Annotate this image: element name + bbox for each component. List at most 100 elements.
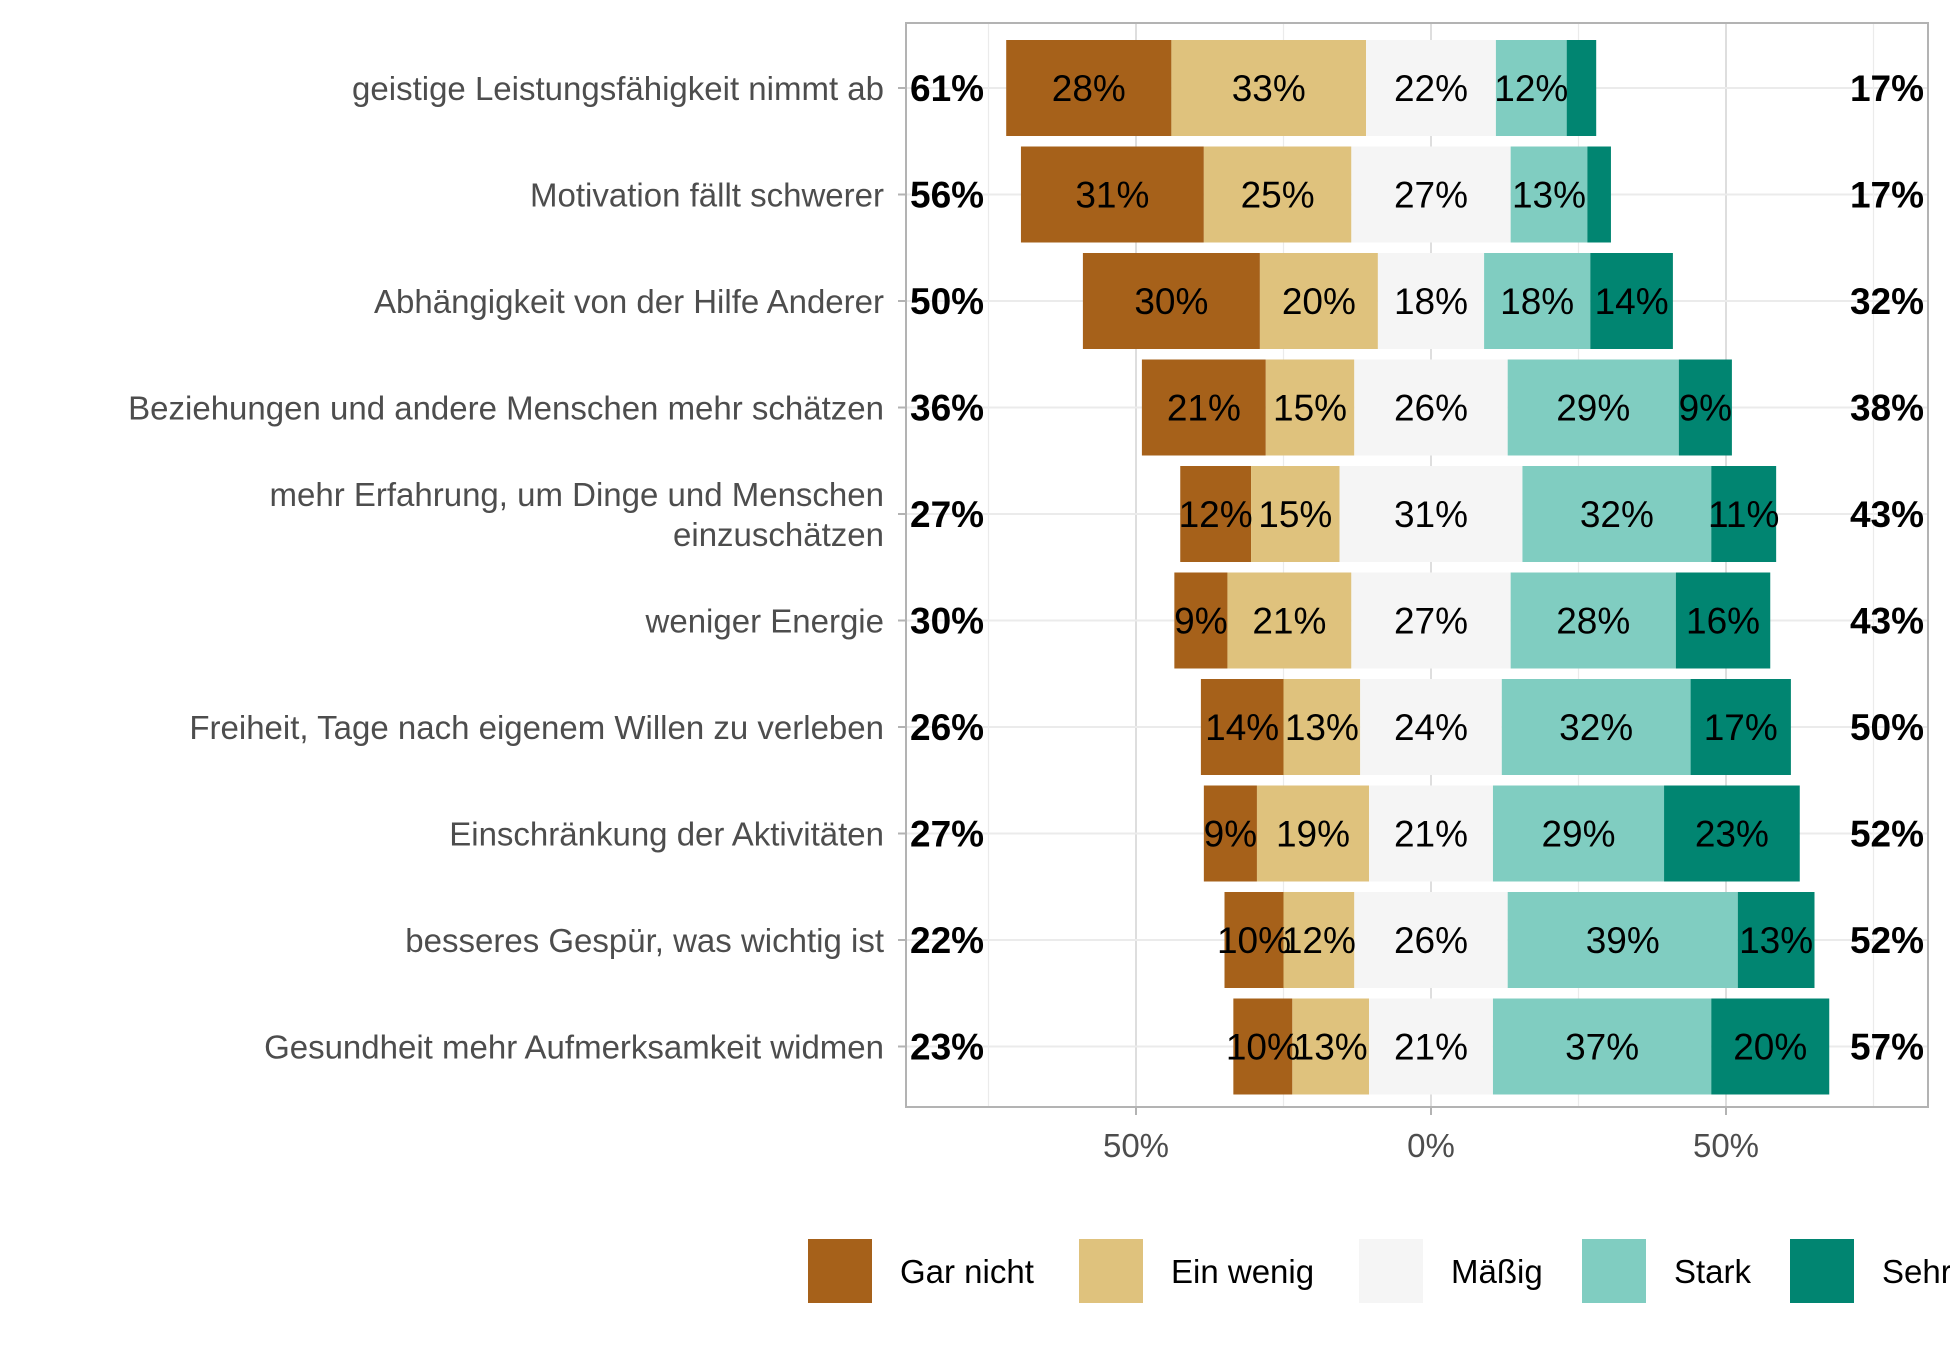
low-total-label: 27% <box>910 814 984 855</box>
segment-label: 15% <box>1273 388 1347 429</box>
segment-label: 14% <box>1595 281 1669 322</box>
category-label: Gesundheit mehr Aufmerksamkeit widmen <box>264 1029 884 1066</box>
category-label: besseres Gespür, was wichtig ist <box>405 922 884 959</box>
bar-segment <box>1256 785 1370 882</box>
high-total-label: 52% <box>1850 814 1924 855</box>
category-label: Abhängigkeit von der Hilfe Anderer <box>374 283 884 320</box>
bar-segment <box>1484 253 1591 349</box>
segment-label: 26% <box>1394 920 1468 961</box>
x-axis: 50% 0% 50% <box>1103 1107 1759 1164</box>
category-label: mehr Erfahrung, um Dinge und Menschen <box>270 476 885 513</box>
low-total-label: 27% <box>910 494 984 535</box>
legend-key <box>1790 1239 1854 1303</box>
segment-label: 20% <box>1733 1027 1807 1068</box>
segment-label: 29% <box>1541 814 1615 855</box>
category-label: Motivation fällt schwerer <box>530 177 884 214</box>
bar-segment <box>1590 253 1673 349</box>
segment-label: 31% <box>1394 494 1468 535</box>
bar-segment <box>1678 359 1732 456</box>
segment-label: 39% <box>1586 920 1660 961</box>
bar-segment <box>1200 679 1284 775</box>
segment-label: 28% <box>1556 601 1630 642</box>
segment-label: 11% <box>1708 494 1779 535</box>
category-label: weniger Energie <box>645 603 884 640</box>
segment-label: 25% <box>1241 175 1315 216</box>
bar-segment <box>1377 253 1485 349</box>
low-total-label: 50% <box>910 281 984 322</box>
legend-key <box>1582 1239 1646 1303</box>
segment-label: 17% <box>1704 707 1778 748</box>
bar-segment <box>1690 679 1791 775</box>
low-total-label: 26% <box>910 707 984 748</box>
bar-segment <box>1501 679 1691 775</box>
legend-label: Gar nicht <box>900 1253 1034 1290</box>
bar-segment <box>1366 40 1496 136</box>
bar-segment <box>1174 572 1228 669</box>
segment-label: 9% <box>1174 601 1227 642</box>
bar-segment <box>1369 998 1493 1095</box>
segment-label: 10% <box>1217 920 1291 961</box>
bar-segment <box>1259 253 1378 349</box>
category-label: geistige Leistungsfähigkeit nimmt ab <box>352 70 884 107</box>
x-tick-label: 0% <box>1407 1127 1455 1164</box>
high-total-label: 32% <box>1850 281 1924 322</box>
low-total-label: 30% <box>910 601 984 642</box>
low-total-label: 56% <box>910 175 984 216</box>
category-label: Beziehungen und andere Menschen mehr sch… <box>128 390 884 427</box>
high-total-label: 17% <box>1850 68 1924 109</box>
bar-segment <box>1369 785 1493 882</box>
bar-segment <box>1351 146 1511 243</box>
high-total-label: 38% <box>1850 388 1924 429</box>
segment-label: 27% <box>1394 175 1468 216</box>
legend-label: Stark <box>1674 1253 1752 1290</box>
segment-label: 12% <box>1282 920 1356 961</box>
bar-segment <box>1224 892 1284 988</box>
segment-label: 26% <box>1394 388 1468 429</box>
x-tick-label: 50% <box>1103 1127 1169 1164</box>
segment-label: 21% <box>1252 601 1326 642</box>
x-tick-label: 50% <box>1693 1127 1759 1164</box>
segment-label: 21% <box>1167 388 1241 429</box>
bar-segment <box>1020 146 1204 243</box>
segment-label: 16% <box>1686 601 1760 642</box>
bar-segment <box>1292 998 1370 1095</box>
bar-segment <box>1265 359 1355 456</box>
legend-label: Sehr <box>1882 1253 1950 1290</box>
bar-segment <box>1360 679 1502 775</box>
category-label: Freiheit, Tage nach eigenem Willen zu ve… <box>189 709 884 746</box>
low-total-label: 23% <box>910 1027 984 1068</box>
bar-segment <box>1283 892 1355 988</box>
bar-segment <box>1251 466 1340 562</box>
bar-segment <box>1233 998 1293 1095</box>
bar-segment <box>1082 253 1260 349</box>
bar-segment <box>1587 146 1611 243</box>
high-total-label: 52% <box>1850 920 1924 961</box>
bar-segment <box>1492 998 1712 1095</box>
segment-label: 13% <box>1285 707 1359 748</box>
bar-segment <box>1510 146 1588 243</box>
segment-label: 33% <box>1232 68 1306 109</box>
segment-label: 13% <box>1294 1027 1368 1068</box>
segment-label: 18% <box>1500 281 1574 322</box>
bar-segment <box>1351 572 1511 669</box>
bar-segment <box>1354 359 1508 456</box>
segment-label: 32% <box>1559 707 1633 748</box>
category-label: einzuschätzen <box>673 516 884 553</box>
bar-segment <box>1507 359 1679 456</box>
bar-segment <box>1227 572 1352 669</box>
segment-label: 13% <box>1512 175 1586 216</box>
bar-segment <box>1283 679 1361 775</box>
segment-label: 9% <box>1679 388 1732 429</box>
bar-segment <box>1141 359 1266 456</box>
legend-key <box>1359 1239 1423 1303</box>
bar-segment <box>1510 572 1676 669</box>
bar-segment <box>1006 40 1172 136</box>
segment-label: 14% <box>1205 707 1279 748</box>
bar-segment <box>1492 785 1665 882</box>
high-total-label: 57% <box>1850 1027 1924 1068</box>
segment-label: 24% <box>1394 707 1468 748</box>
segment-label: 18% <box>1394 281 1468 322</box>
segment-label: 9% <box>1204 814 1257 855</box>
segment-label: 37% <box>1565 1027 1639 1068</box>
segment-label: 19% <box>1276 814 1350 855</box>
